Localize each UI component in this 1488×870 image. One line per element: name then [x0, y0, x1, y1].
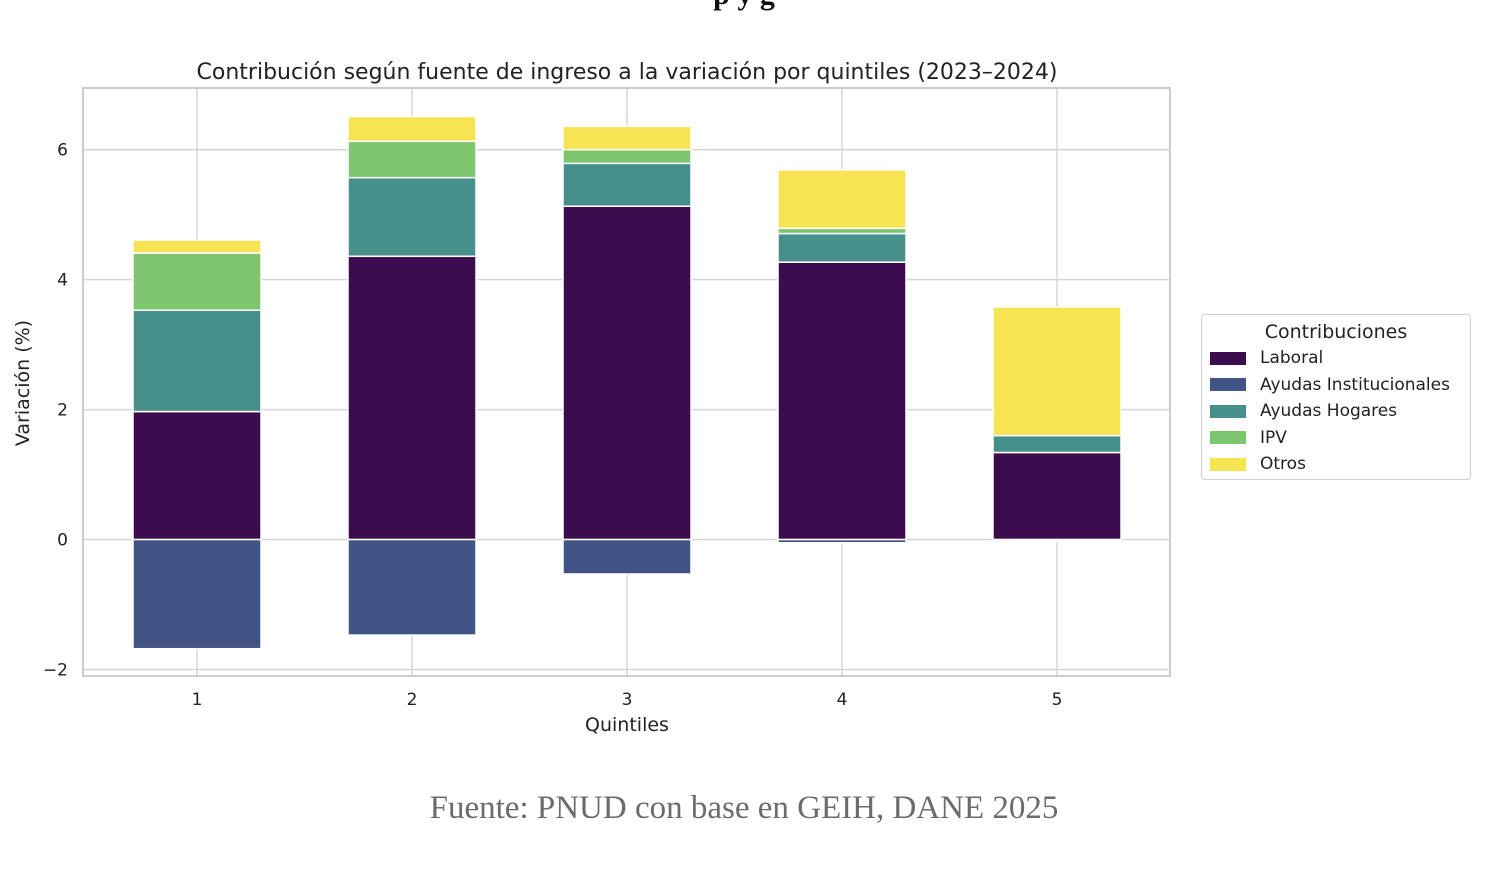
bar-segment — [777, 232, 907, 263]
plot-frame — [82, 87, 1171, 677]
y-tick-label: 6 — [57, 141, 68, 161]
bar-segment — [777, 169, 907, 230]
bar-segment — [777, 538, 907, 544]
y-tick-label: 0 — [57, 531, 68, 551]
legend-label: Laboral — [1260, 348, 1324, 368]
legend-item: Ayudas Institucionales — [1210, 374, 1450, 396]
legend-item: Laboral — [1210, 347, 1323, 369]
legend-swatch — [1210, 431, 1246, 444]
bar-segment — [347, 255, 477, 541]
source-note: Fuente: PNUD con base en GEIH, DANE 2025 — [429, 790, 1059, 826]
bar-segment — [777, 261, 907, 541]
legend-swatch — [1210, 404, 1246, 418]
legend-swatch — [1210, 351, 1246, 365]
y-axis-label: Variación (%) — [12, 320, 34, 446]
bar-segment — [347, 115, 477, 143]
x-tick-label: 5 — [1052, 690, 1063, 710]
bar-segment — [777, 227, 907, 235]
cut-off-heading: p y g — [0, 0, 1488, 12]
legend-item: Otros — [1210, 453, 1306, 475]
legend-item: Ayudas Hogares — [1210, 400, 1397, 422]
bar-segment — [132, 538, 262, 650]
bar-segment — [992, 451, 1122, 541]
x-tick-label: 1 — [192, 690, 203, 710]
bar-segment — [562, 148, 692, 165]
y-tick-label: −2 — [43, 661, 68, 681]
legend-label: Ayudas Institucionales — [1260, 374, 1450, 395]
legend-label: Ayudas Hogares — [1260, 401, 1398, 421]
bar-segment — [132, 410, 262, 541]
bar-segment — [562, 538, 692, 575]
legend-label: IPV — [1260, 427, 1287, 448]
chart-title: Contribución según fuente de ingreso a l… — [197, 60, 1058, 85]
x-tick-label: 3 — [622, 690, 633, 710]
bar-segment — [992, 538, 1122, 542]
bar-segment — [347, 538, 477, 636]
ticks: −2 0 2 4 6 1 2 3 4 5 — [43, 141, 1062, 710]
bar-segment — [132, 252, 262, 311]
legend-swatch — [1210, 378, 1246, 391]
y-tick-label: 4 — [57, 271, 68, 291]
bar-segment — [562, 205, 692, 541]
bar-segment — [132, 239, 262, 254]
y-tick-label: 2 — [57, 401, 68, 421]
x-tick-label: 4 — [837, 690, 848, 710]
bar-segment — [562, 125, 692, 151]
x-axis-label: Quintiles — [585, 714, 669, 736]
legend: Contribuciones Laboral Ayudas Institucion… — [1201, 314, 1471, 480]
bar-segment — [132, 309, 262, 413]
legend-title: Contribuciones — [1264, 321, 1408, 343]
bar-segment — [347, 140, 477, 179]
bar-segment — [992, 306, 1122, 437]
legend-label: Otros — [1260, 454, 1306, 474]
bar-segment — [992, 434, 1122, 454]
bars — [132, 115, 1122, 650]
bar-segment — [347, 176, 477, 258]
legend-item: IPV — [1210, 427, 1287, 449]
bar-segment — [562, 162, 692, 207]
legend-swatch — [1210, 457, 1246, 471]
x-tick-label: 2 — [407, 690, 418, 710]
